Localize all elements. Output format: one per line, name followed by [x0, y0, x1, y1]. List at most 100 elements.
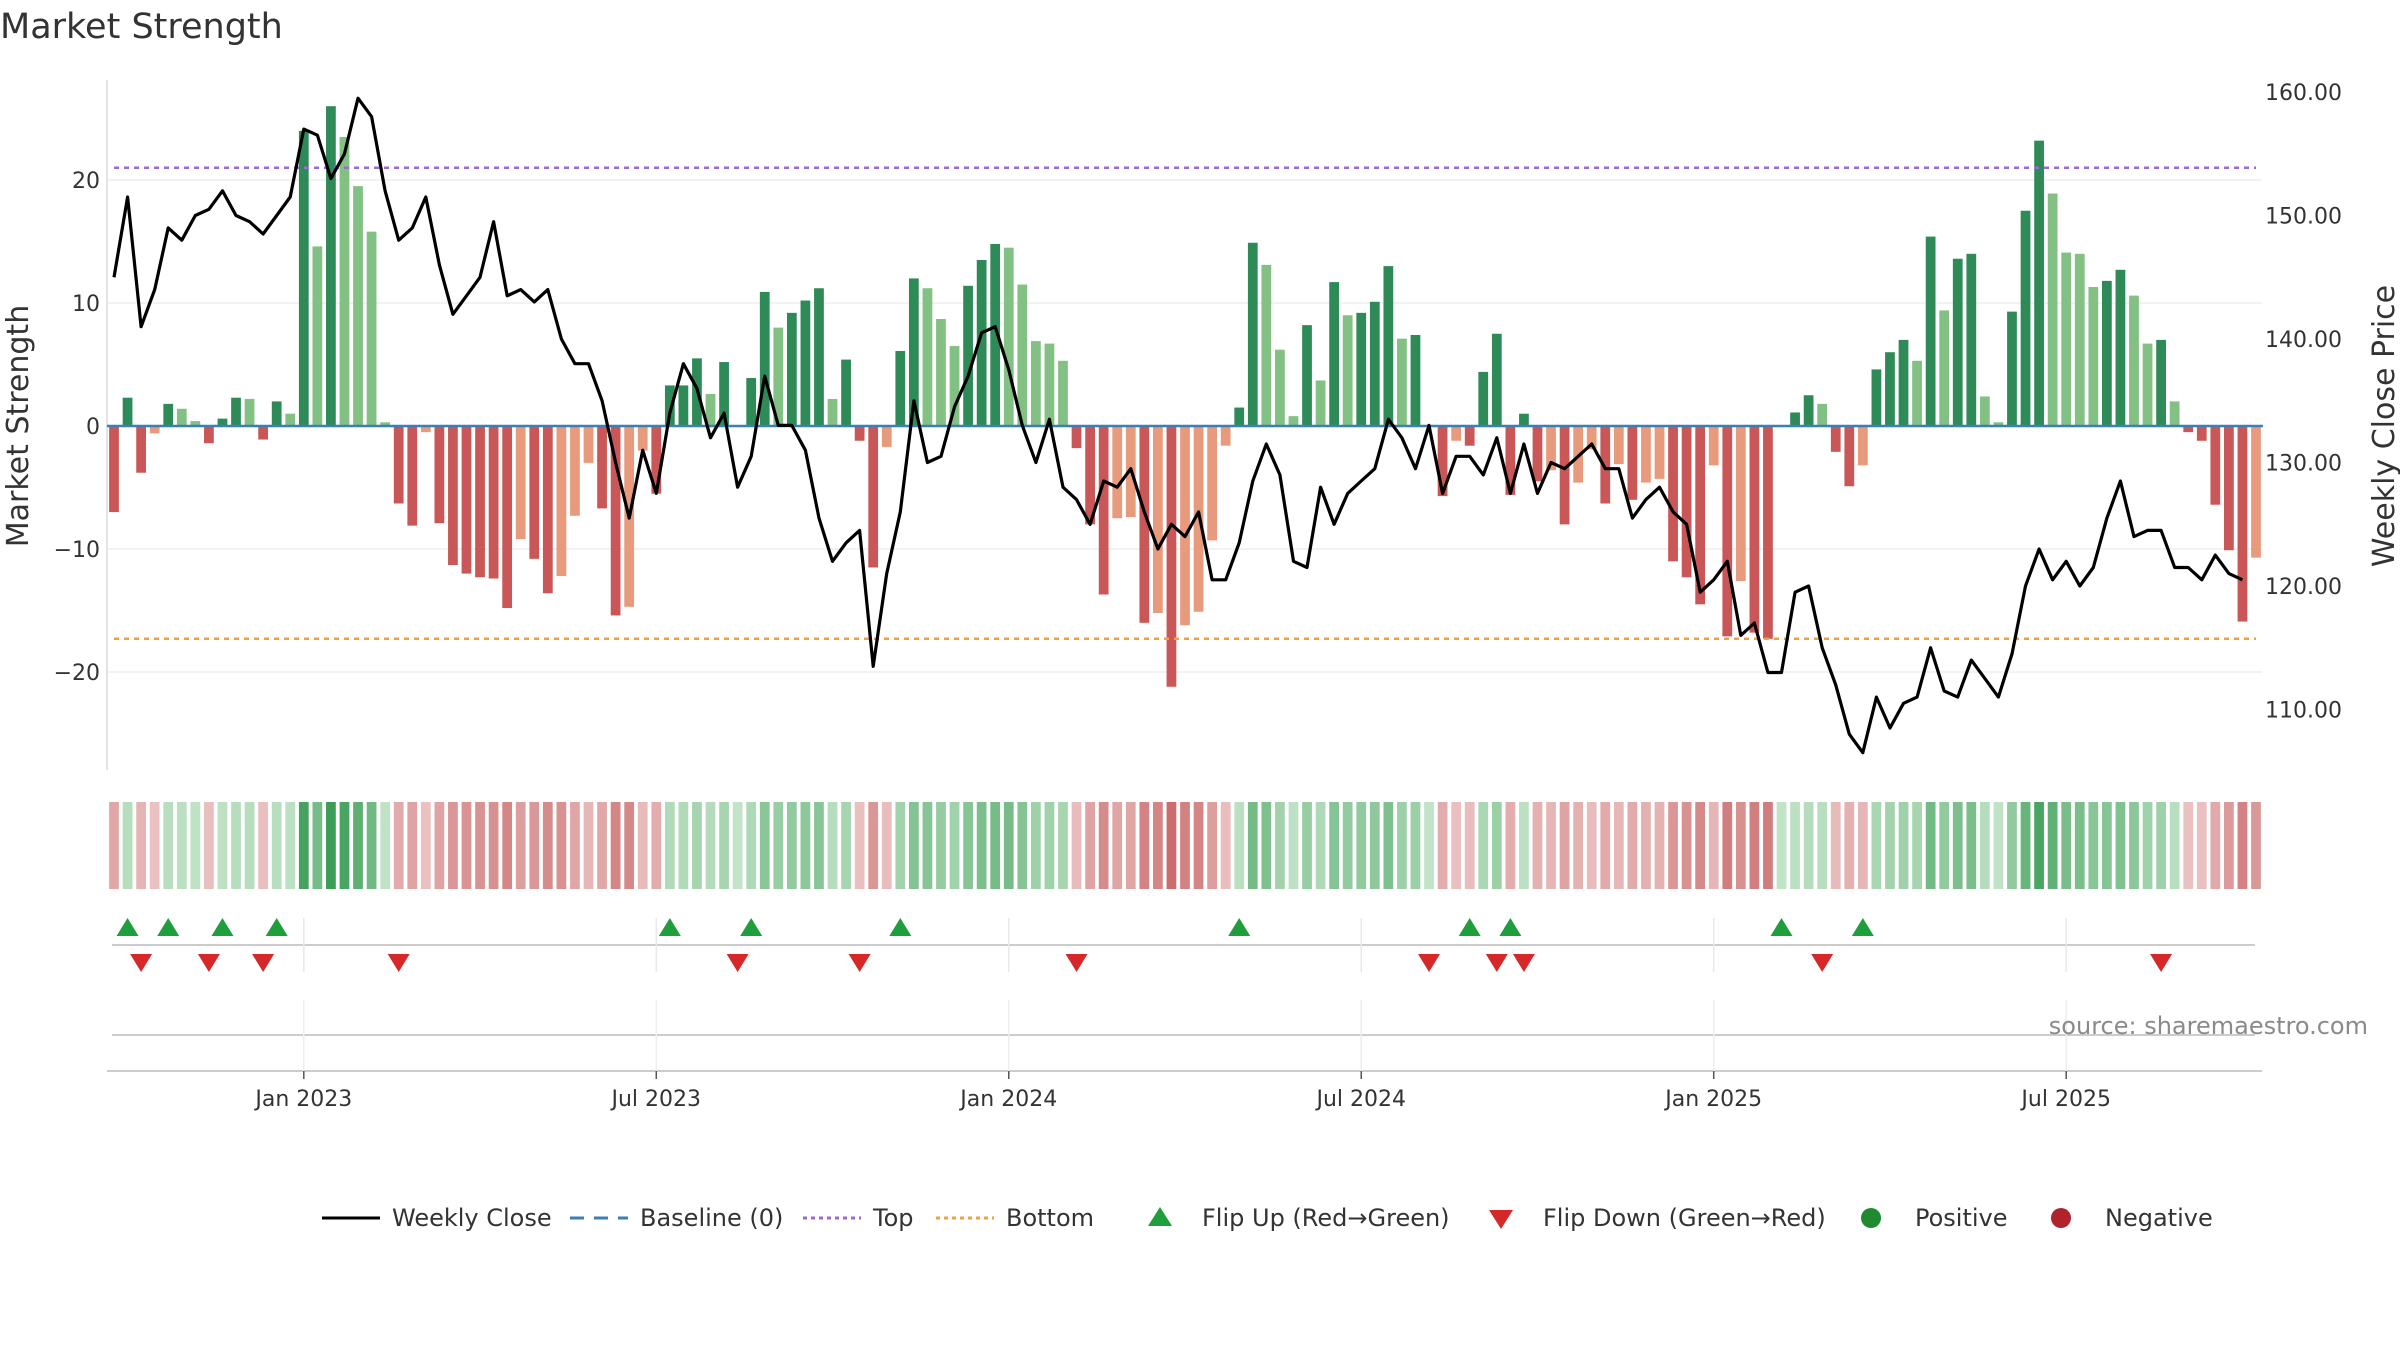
- strength-bar-115: [1668, 426, 1678, 562]
- strength-bar-36: [597, 426, 607, 509]
- heat-cell-132: [1898, 802, 1909, 889]
- heat-cell-6: [190, 802, 201, 889]
- flip-down-marker-10: [1811, 954, 1834, 972]
- heat-cell-17: [339, 802, 350, 889]
- strength-bar-9: [231, 397, 241, 426]
- strength-bar-104: [1519, 413, 1529, 426]
- strength-bar-107: [1559, 426, 1570, 525]
- heat-cell-8: [217, 802, 228, 889]
- heat-cell-121: [1749, 802, 1760, 889]
- weekly-close-series: [112, 96, 2244, 755]
- flip-up-marker-7: [1228, 918, 1251, 936]
- legend-label-3: Bottom: [1006, 1204, 1094, 1232]
- strength-bar-60: [922, 288, 933, 426]
- heat-cell-10: [244, 802, 255, 889]
- strength-bar-102: [1491, 333, 1502, 426]
- heat-cell-111: [1613, 802, 1624, 889]
- heat-cell-119: [1722, 802, 1733, 889]
- heat-cell-55: [854, 802, 865, 889]
- strength-bar-121: [1749, 426, 1760, 633]
- strength-bar-114: [1654, 426, 1665, 479]
- strength-bar-1: [122, 397, 133, 426]
- heat-cell-7: [204, 802, 214, 889]
- strength-bar-18: [353, 186, 363, 426]
- heat-cell-52: [814, 802, 824, 889]
- strength-bar-92: [1356, 312, 1367, 426]
- legend-label-4: Flip Up (Red→Green): [1202, 1204, 1450, 1232]
- heat-cell-115: [1668, 802, 1678, 889]
- heat-cell-142: [2034, 802, 2044, 889]
- heat-cell-60: [922, 802, 933, 889]
- heat-cell-156: [2224, 802, 2234, 889]
- left-tick-label-0: 20: [72, 169, 100, 194]
- strength-bar-54: [841, 359, 851, 426]
- heat-cell-67: [1017, 802, 1028, 889]
- strength-bar-141: [2020, 210, 2031, 426]
- strength-bar-101: [1478, 371, 1489, 426]
- strength-bar-11: [258, 426, 269, 440]
- legend-label-1: Baseline (0): [640, 1204, 783, 1232]
- strength-bars: [109, 106, 2261, 687]
- flip-down-marker-6: [1065, 954, 1088, 972]
- heat-cell-46: [732, 802, 743, 889]
- heat-cell-35: [583, 802, 594, 889]
- heat-cell-112: [1627, 802, 1638, 889]
- heat-cell-51: [800, 802, 811, 889]
- strength-bar-81: [1207, 426, 1217, 541]
- legend-item-6: Positive: [1861, 1204, 2008, 1232]
- heat-cell-61: [936, 802, 946, 889]
- heat-cell-148: [2115, 802, 2126, 889]
- heat-cell-34: [570, 802, 580, 889]
- heat-cell-15: [312, 802, 323, 889]
- strength-bar-140: [2007, 311, 2017, 426]
- heat-cell-128: [1844, 802, 1855, 889]
- strength-bar-41: [664, 385, 675, 426]
- right-tick-label-5: 110.00: [2265, 699, 2342, 724]
- heat-cell-101: [1478, 802, 1489, 889]
- strength-bar-96: [1410, 334, 1421, 426]
- strength-bar-24: [434, 426, 445, 524]
- heat-cell-90: [1329, 802, 1340, 889]
- heat-cell-28: [488, 802, 499, 889]
- heat-cell-62: [949, 802, 960, 889]
- heat-cell-129: [1857, 802, 1868, 889]
- heat-cell-4: [163, 802, 174, 889]
- strength-bar-23: [420, 426, 431, 433]
- flip-down-marker-3: [387, 954, 410, 972]
- heat-cell-116: [1681, 802, 1692, 889]
- heat-cell-92: [1356, 802, 1367, 889]
- strength-bar-35: [583, 426, 594, 463]
- flip-down-marker-5: [848, 954, 871, 972]
- flip-markers-panel: [112, 918, 2255, 972]
- strength-bar-25: [448, 426, 458, 565]
- strength-bar-67: [1017, 284, 1028, 426]
- legend-item-1: Baseline (0): [570, 1204, 783, 1232]
- right-y-ticks: 160.00 150.00 140.00 130.00 120.00 110.00: [2265, 81, 2342, 724]
- heat-cell-70: [1058, 802, 1068, 889]
- heat-cell-133: [1912, 802, 1922, 889]
- heat-cell-143: [2047, 802, 2058, 889]
- strength-bar-119: [1722, 426, 1733, 637]
- heat-cell-98: [1437, 802, 1448, 889]
- strength-bar-31: [529, 426, 540, 559]
- heat-cell-56: [868, 802, 879, 889]
- heat-cell-155: [2210, 802, 2221, 889]
- heat-cell-14: [298, 802, 309, 889]
- strength-bar-139: [1993, 422, 2004, 426]
- heat-cell-50: [786, 802, 797, 889]
- legend-triangle-down-icon: [1489, 1210, 1513, 1229]
- heat-cell-76: [1139, 802, 1150, 889]
- heat-cell-79: [1180, 802, 1190, 889]
- heat-cell-3: [149, 802, 160, 889]
- strength-bar-132: [1898, 339, 1909, 426]
- heat-cell-158: [2251, 802, 2261, 889]
- legend-item-3: Bottom: [936, 1204, 1094, 1232]
- strength-bar-68: [1030, 341, 1041, 426]
- heat-cell-139: [1993, 802, 2004, 889]
- strength-bar-127: [1830, 426, 1841, 452]
- heat-cell-120: [1735, 802, 1746, 889]
- strength-bar-120: [1735, 426, 1746, 581]
- strength-bar-122: [1763, 426, 1773, 639]
- strength-bar-79: [1180, 426, 1190, 626]
- strength-bar-146: [2088, 287, 2099, 426]
